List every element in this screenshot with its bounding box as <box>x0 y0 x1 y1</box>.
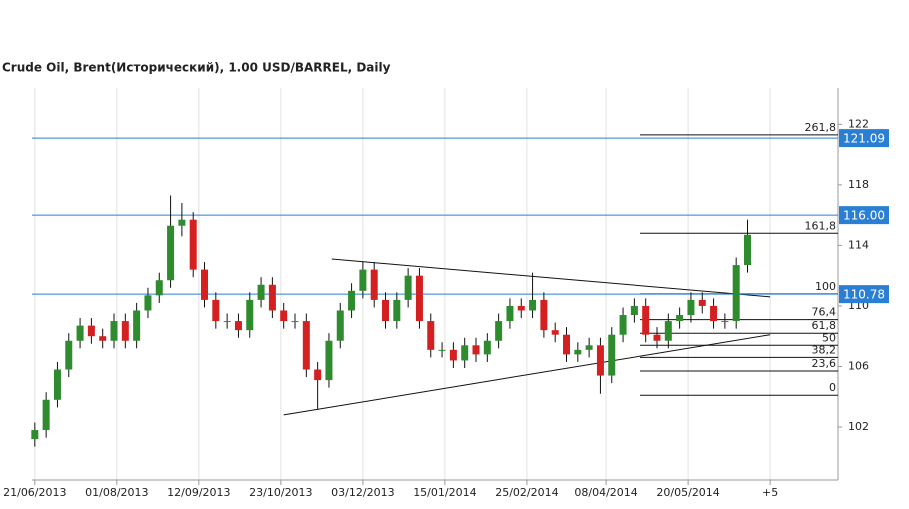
candle-body <box>630 305 638 316</box>
price-box <box>839 206 889 225</box>
fib-label: 38,2 <box>812 343 837 356</box>
candle-body <box>664 321 672 341</box>
trend-line <box>331 258 771 298</box>
candle-body <box>246 299 254 331</box>
x-tick-label: 23/10/2013 <box>249 486 312 499</box>
candle-body <box>65 340 73 370</box>
price-box <box>839 129 889 148</box>
candle-body <box>212 299 220 322</box>
candle-body <box>31 430 39 440</box>
candle-body <box>517 305 525 311</box>
candle-body <box>42 399 50 431</box>
candle-body <box>178 219 186 226</box>
candle-body <box>574 349 582 355</box>
candle-body <box>529 299 537 311</box>
y-tick-label: 102 <box>848 420 869 433</box>
candle-body <box>155 280 163 296</box>
trend-line <box>283 334 771 416</box>
candle-body <box>653 334 661 341</box>
candle-body <box>438 349 446 351</box>
fib-label: 50 <box>822 331 836 344</box>
candle-body <box>744 234 752 266</box>
candle-body <box>427 321 435 350</box>
candle-body <box>642 305 650 335</box>
candle-body <box>314 369 322 381</box>
candle-body <box>257 284 265 300</box>
candle-body <box>302 321 310 370</box>
candle-body <box>710 305 718 322</box>
x-tick-label: 08/04/2014 <box>574 486 637 499</box>
y-tick-label: 106 <box>848 359 869 372</box>
chart-title: Crude Oil, Brent(Исторический), 1.00 USD… <box>2 61 391 75</box>
price-box <box>839 285 889 304</box>
candle-body <box>325 340 333 381</box>
x-tick-label: +5 <box>762 486 778 499</box>
candle-body <box>608 334 616 376</box>
candle-body <box>144 295 152 311</box>
candle-body <box>167 225 175 281</box>
y-tick-label: 118 <box>848 178 869 191</box>
candle-body <box>76 325 84 341</box>
candle-body <box>268 284 276 311</box>
y-tick-label: 122 <box>848 117 869 130</box>
candle-body <box>461 345 469 361</box>
candle-body <box>234 321 242 331</box>
candle-body <box>495 321 503 341</box>
candle-body <box>404 275 412 300</box>
candle-body <box>348 290 356 311</box>
candle-body <box>291 321 299 323</box>
x-tick-label: 25/02/2014 <box>495 486 558 499</box>
candle-body <box>382 299 390 322</box>
fib-label: 261,8 <box>805 121 837 134</box>
fib-label: 76,4 <box>812 306 837 319</box>
candle-body <box>596 345 604 376</box>
x-tick-label: 01/08/2013 <box>85 486 148 499</box>
candle-body <box>223 321 231 323</box>
candle-body <box>698 299 706 306</box>
candle-body <box>732 265 740 322</box>
candle-body <box>87 325 95 337</box>
candle-body <box>585 345 593 350</box>
candle-body <box>687 299 695 316</box>
candle-body <box>676 315 684 322</box>
candle-body <box>393 299 401 322</box>
candle-body <box>506 305 514 322</box>
x-tick-label: 15/01/2014 <box>413 486 476 499</box>
candle-body <box>415 275 423 322</box>
candle-body <box>551 330 559 335</box>
y-tick-label: 114 <box>848 238 869 251</box>
candle-body <box>336 310 344 341</box>
fib-label: 100 <box>815 280 836 293</box>
x-tick-label: 12/09/2013 <box>167 486 230 499</box>
candle-body <box>201 269 209 300</box>
candle-body <box>472 345 480 355</box>
candle-body <box>370 269 378 300</box>
x-tick-label: 20/05/2014 <box>656 486 719 499</box>
x-tick-label: 21/06/2013 <box>3 486 66 499</box>
candle-body <box>110 321 118 341</box>
candle-body <box>121 321 129 341</box>
candle-body <box>133 310 141 341</box>
price-label: 121.09 <box>843 132 885 146</box>
candle-body <box>721 321 729 323</box>
candle-body <box>280 310 288 322</box>
candle-body <box>563 334 571 355</box>
fib-label: 23,6 <box>812 357 837 370</box>
candle-body <box>483 340 491 355</box>
price-label: 110.78 <box>843 288 885 302</box>
fib-label: 0 <box>829 381 836 394</box>
x-tick-label: 03/12/2013 <box>331 486 394 499</box>
candle-body <box>99 336 107 341</box>
candle-body <box>449 349 457 361</box>
candle-body <box>53 369 61 400</box>
candle-body <box>619 315 627 335</box>
candle-body <box>359 269 367 291</box>
candle-body <box>540 299 548 331</box>
fib-label: 161,8 <box>805 219 837 232</box>
candle-body <box>189 219 197 270</box>
price-label: 116.00 <box>843 209 885 223</box>
fib-label: 61,8 <box>812 319 837 332</box>
